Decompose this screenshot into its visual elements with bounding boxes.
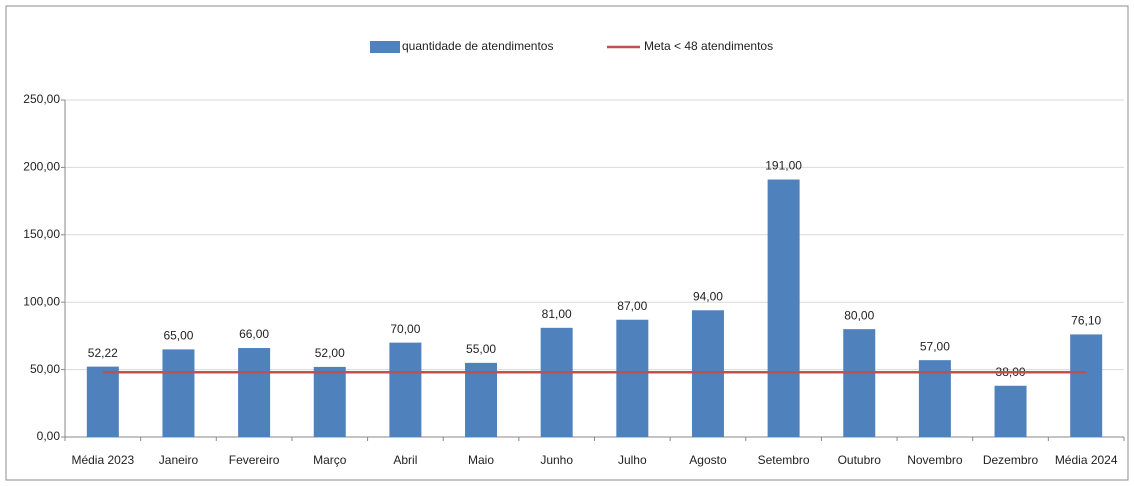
bar bbox=[843, 329, 876, 437]
bar bbox=[540, 327, 573, 437]
bar bbox=[994, 385, 1027, 437]
y-tick-label: 100,00 bbox=[23, 294, 60, 308]
x-tick-label: Dezembro bbox=[983, 453, 1039, 467]
bar bbox=[86, 366, 119, 437]
bar bbox=[465, 362, 498, 437]
bar bbox=[1070, 334, 1103, 437]
bar bbox=[767, 179, 800, 438]
x-tick-label: Média 2023 bbox=[71, 453, 134, 467]
bar bbox=[162, 349, 195, 437]
data-label: 52,22 bbox=[88, 346, 118, 360]
bar bbox=[691, 310, 724, 437]
x-tick-label: Janeiro bbox=[159, 453, 199, 467]
x-tick-label: Julho bbox=[618, 453, 647, 467]
bar bbox=[389, 342, 422, 437]
data-label: 191,00 bbox=[765, 159, 802, 173]
legend-label: quantidade de atendimentos bbox=[402, 39, 553, 53]
bar bbox=[616, 319, 649, 437]
x-tick-label: Novembro bbox=[907, 453, 963, 467]
data-label: 80,00 bbox=[844, 308, 874, 322]
x-tick-label: Agosto bbox=[689, 453, 727, 467]
y-tick-label: 250,00 bbox=[23, 92, 60, 106]
legend-swatch bbox=[370, 41, 400, 53]
data-label: 65,00 bbox=[163, 329, 193, 343]
x-tick-label: Setembro bbox=[758, 453, 810, 467]
data-label: 52,00 bbox=[315, 346, 345, 360]
x-tick-label: Maio bbox=[468, 453, 494, 467]
x-tick-label: Abril bbox=[393, 453, 417, 467]
data-label: 81,00 bbox=[542, 307, 572, 321]
x-tick-label: Outubro bbox=[838, 453, 882, 467]
data-label: 57,00 bbox=[920, 339, 950, 353]
data-label: 76,10 bbox=[1071, 314, 1101, 328]
y-tick-label: 50,00 bbox=[30, 362, 60, 376]
x-tick-label: Média 2024 bbox=[1055, 453, 1118, 467]
bar bbox=[238, 348, 271, 437]
x-tick-label: Fevereiro bbox=[229, 453, 280, 467]
data-label: 70,00 bbox=[390, 322, 420, 336]
x-tick-label: Março bbox=[313, 453, 347, 467]
bar bbox=[313, 366, 346, 437]
data-label: 55,00 bbox=[466, 342, 496, 356]
data-label: 66,00 bbox=[239, 327, 269, 341]
data-label: 87,00 bbox=[617, 299, 647, 313]
y-tick-label: 200,00 bbox=[23, 160, 60, 174]
y-tick-label: 0,00 bbox=[37, 429, 61, 443]
x-tick-label: Junho bbox=[540, 453, 573, 467]
legend-label: Meta < 48 atendimentos bbox=[644, 39, 773, 53]
y-tick-label: 150,00 bbox=[23, 227, 60, 241]
data-label: 94,00 bbox=[693, 289, 723, 303]
